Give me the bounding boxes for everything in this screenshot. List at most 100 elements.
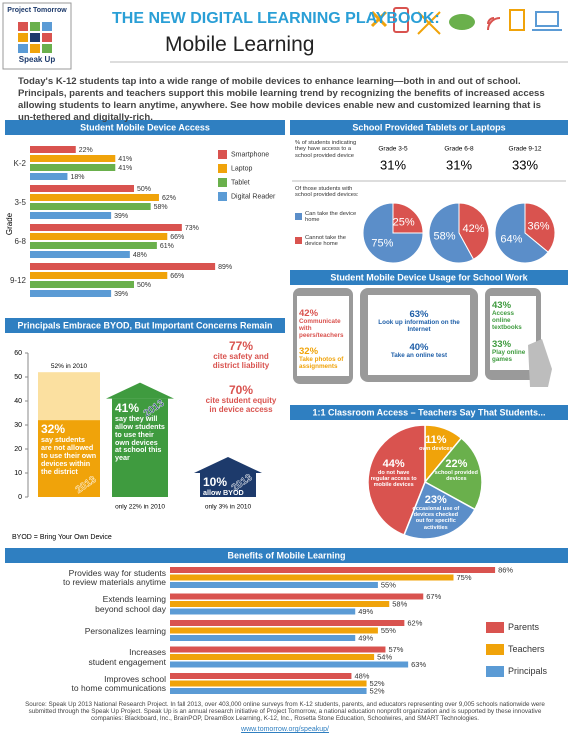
bar	[30, 203, 151, 210]
category-label: Provides way for students to review mate…	[63, 567, 166, 588]
usage-label: Communicate with peers/teachers	[299, 318, 344, 340]
legend-swatch	[218, 178, 227, 187]
hand	[528, 339, 552, 387]
panel-title: Student Mobile Device Access	[80, 122, 210, 132]
legend-label: Laptop	[231, 165, 253, 172]
usage-value: 33%	[492, 339, 512, 350]
value-label: 39%	[114, 291, 128, 298]
reference-label: 52% in 2010	[51, 363, 88, 370]
value-label: 58%	[154, 204, 168, 211]
panel-title: Benefits of Mobile Learning	[227, 550, 345, 560]
intro: Today's K-12 students tap into a wide ra…	[18, 76, 545, 123]
column-label: Grade 9-12	[509, 146, 542, 153]
usage-value: 32%	[299, 346, 319, 357]
value-label: 58%	[392, 599, 407, 608]
pie-slice	[524, 202, 556, 253]
usage-item: 43% Access online textbooks	[492, 300, 532, 332]
annotation: 70% cite student equity in device access	[205, 383, 277, 415]
slice-value: 44%	[382, 458, 405, 471]
icon	[487, 17, 501, 31]
panel-header	[290, 120, 568, 135]
bar	[170, 688, 367, 694]
value-label: 62%	[162, 195, 176, 202]
value-label: 62%	[407, 618, 422, 627]
category-label: Extends learning beyond school day	[95, 594, 166, 614]
value-label: 52%	[370, 679, 385, 688]
value-label: 67%	[426, 592, 441, 601]
bar	[170, 567, 496, 573]
usage-label: Look up information on the Internet	[378, 319, 460, 334]
device-screen	[490, 296, 536, 370]
bar-value: 32%	[41, 422, 66, 437]
value-label: 63%	[411, 660, 426, 669]
legend-label: Can take the device home	[305, 211, 357, 224]
logo-square	[30, 44, 40, 53]
bar	[112, 398, 168, 497]
bar	[170, 680, 367, 687]
logo-square	[30, 33, 40, 42]
bar-label: 32% say students are not allowed to use t…	[41, 422, 97, 477]
value-label: 52%	[370, 686, 385, 695]
bar	[30, 242, 157, 249]
y-tick-label: 30	[14, 422, 22, 429]
annotation-value: 70%	[228, 383, 254, 397]
bar	[30, 233, 168, 240]
slice-label: 58%	[433, 231, 455, 243]
url[interactable]: www.tomorrow.org/speakup/	[241, 726, 329, 733]
bar	[30, 290, 112, 297]
value-label: 89%	[218, 264, 232, 271]
legend-swatch	[218, 150, 227, 159]
bar-label: 41% say they will allow students to use t…	[115, 401, 165, 463]
legend-swatch	[486, 622, 504, 633]
usage-label: Play online games	[492, 349, 526, 364]
reference-label: only 22% in 2010	[115, 504, 165, 511]
bar	[30, 164, 116, 171]
slice-label: 23% occasional use of devices checked out…	[411, 494, 461, 531]
slice-value: 23%	[424, 494, 447, 507]
bar	[30, 281, 134, 288]
bar	[170, 582, 378, 588]
subtitle: Mobile Learning	[165, 33, 315, 56]
value-label: 55%	[381, 626, 396, 635]
bar	[30, 263, 216, 270]
column-label: Grade 6-8	[444, 146, 474, 153]
panel-header	[290, 270, 568, 285]
bar	[30, 146, 76, 153]
slice-label: 25%	[393, 216, 415, 228]
usage-value: 63%	[409, 309, 429, 320]
bar	[170, 620, 405, 626]
bar-label: 10% allow BYOD	[203, 475, 253, 498]
annotation-text: cite safety and district liability	[212, 352, 270, 370]
value-label: 50%	[137, 186, 151, 193]
category-label: 3-5	[14, 197, 26, 207]
value-label: 41%	[118, 156, 132, 163]
value-label: 73%	[185, 225, 199, 232]
legend-swatch	[295, 213, 302, 220]
value-label: 48%	[354, 671, 369, 680]
access-value: 33%	[512, 157, 538, 172]
pie-slice	[367, 424, 426, 536]
arrow-head	[106, 382, 174, 399]
bar	[170, 673, 352, 679]
annotation: 77% cite safety and district liability	[205, 339, 277, 371]
logo-square	[18, 44, 28, 53]
bar-note: allow BYOD	[203, 488, 244, 498]
logo-square	[42, 44, 52, 53]
logo-top: Project Tomorrow	[7, 7, 67, 14]
legend-label: Smartphone	[231, 151, 269, 158]
panel-header	[5, 318, 285, 333]
slice-label: 42%	[463, 223, 485, 235]
source: Source: Speak Up 2013 National Research …	[25, 701, 545, 722]
y-tick-label: 50	[14, 374, 22, 381]
bar-value: 10%	[203, 475, 228, 489]
slice-label: 22% school provided devices	[431, 458, 481, 482]
slice-category: own devices	[419, 446, 453, 453]
slice-category: school provided devices	[434, 470, 478, 483]
panel-header	[290, 405, 568, 420]
logo-square	[42, 22, 52, 31]
icon	[370, 10, 388, 28]
bar-note: say students are not allowed to use thei…	[41, 435, 97, 477]
bar	[30, 224, 182, 231]
value-label: 39%	[114, 213, 128, 220]
